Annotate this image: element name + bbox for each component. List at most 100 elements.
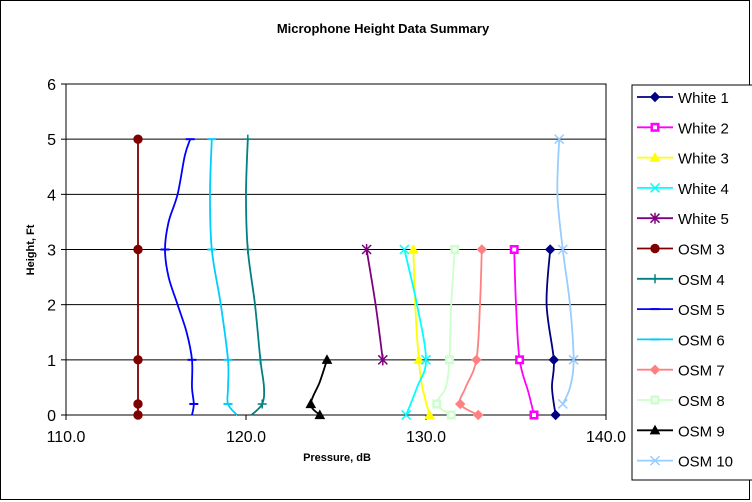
data-point-osm-8-inner: [434, 401, 439, 406]
legend-marker: [649, 91, 661, 103]
data-point-osm-9: [321, 354, 333, 364]
legend-entry-white-1: White 1: [637, 90, 729, 107]
data-point-osm-9: [314, 409, 326, 420]
series-osm-4: [243, 134, 267, 416]
data-point-osm-8-inner: [449, 413, 454, 417]
legend-marker: [649, 455, 661, 466]
legend-label: White 4: [678, 181, 729, 198]
series-white-3: [408, 243, 435, 420]
series-line-osm-6: [209, 139, 238, 416]
gridlines: [66, 138, 606, 361]
legend-marker: [650, 274, 660, 284]
legend-entry-white-3: White 3: [637, 151, 729, 168]
legend-entry-osm-4: OSM 4: [637, 272, 725, 289]
legend-entry-white-2: White 2: [637, 120, 729, 137]
x-tick-label: 140.0: [586, 429, 626, 446]
legend-entry-osm-3: OSM 3: [637, 242, 725, 259]
data-point-osm-7: [454, 398, 466, 410]
legend-box: [631, 84, 752, 481]
series-osm-3: [133, 134, 143, 420]
legend-label: OSM 7: [678, 363, 725, 380]
legend-marker: [649, 364, 661, 375]
legend-entry-osm-8: OSM 8: [637, 393, 725, 410]
data-point-white-2-inner: [532, 413, 536, 417]
data-point-osm-10: [554, 134, 565, 145]
y-tick-label: 1: [47, 353, 56, 370]
data-point-osm-4: [255, 355, 265, 365]
data-point-osm-4: [243, 245, 253, 254]
data-point-white-3: [424, 409, 435, 420]
legend-marker: [649, 182, 661, 193]
series-white-4: [399, 244, 432, 421]
data-point-osm-10: [557, 244, 568, 255]
data-point-osm-3: [133, 355, 143, 365]
data-point-white-2-inner: [512, 247, 517, 252]
legend-label: OSM 3: [678, 242, 725, 259]
series-osm-7: [454, 244, 488, 421]
data-point-osm-7: [476, 244, 488, 255]
y-tick-label: 3: [47, 243, 56, 260]
legend-entry-osm-5: OSM 5: [637, 302, 725, 319]
series-osm-5: [160, 138, 199, 416]
data-point-osm-8-inner: [452, 247, 457, 252]
series-osm-9: [305, 354, 333, 420]
x-tick-label: 120.0: [226, 429, 266, 446]
data-point-osm-9: [305, 398, 317, 409]
legend-label: White 2: [678, 120, 729, 137]
data-point-osm-8-inner: [447, 357, 452, 362]
legend-label: White 1: [678, 90, 729, 107]
x-axis-ticks: 110.0 120.0 130.0 140.0: [47, 415, 626, 446]
data-point-osm-7: [472, 409, 484, 421]
series-osm-8: [432, 245, 460, 420]
legend-entry-osm-10: OSM 10: [637, 454, 733, 471]
data-point-osm-4: [243, 134, 253, 144]
data-point-osm-4: [257, 399, 267, 409]
data-point-white-4: [401, 409, 412, 421]
series-osm-6: [207, 138, 238, 416]
y-tick-label: 6: [47, 77, 56, 94]
x-tick-label: 130.0: [406, 429, 446, 446]
data-point-osm-3: [133, 399, 143, 409]
y-axis-title: Height, Ft: [25, 224, 37, 275]
series-white-5: [361, 244, 388, 366]
data-point-white-3: [413, 354, 425, 364]
data-point-white-1: [550, 409, 561, 421]
legend-label: OSM 4: [678, 272, 725, 289]
x-axis-title: Pressure, dB: [303, 452, 371, 464]
data-point-white-1: [548, 354, 560, 366]
legend-marker-inner: [653, 125, 657, 130]
data-point-white-4: [420, 354, 432, 365]
data-point-white-1: [544, 244, 556, 255]
y-tick-label: 0: [47, 408, 56, 425]
y-tick-label: 4: [47, 187, 56, 204]
legend-marker: [649, 152, 661, 162]
data-point-osm-7: [471, 354, 482, 366]
data-point-osm-3: [133, 410, 143, 420]
y-tick-label: 5: [47, 132, 56, 149]
data-point-osm-10: [568, 354, 579, 365]
data-point-white-5: [361, 244, 372, 255]
data-point-white-3: [408, 243, 419, 254]
data-point-osm-3: [133, 244, 143, 255]
series-line-osm-10: [556, 139, 575, 405]
data-point-white-5: [377, 354, 388, 366]
series-white-1: [544, 244, 561, 421]
series-layer: [133, 134, 579, 421]
legend: White 1 White 2 White 3 White 4 White 5 OSM 3…: [637, 90, 733, 471]
legend-label: OSM 9: [678, 423, 725, 440]
legend-label: OSM 5: [678, 302, 725, 319]
legend-entry-white-5: White 5: [637, 211, 729, 228]
legend-marker: [649, 424, 661, 435]
y-tick-label: 2: [47, 298, 56, 315]
series-line-osm-9: [309, 359, 328, 416]
data-point-white-2-inner: [517, 357, 522, 362]
legend-label: OSM 6: [678, 332, 725, 349]
series-white-2: [509, 245, 539, 420]
legend-marker: [650, 243, 660, 254]
legend-label: White 5: [678, 211, 729, 228]
series-osm-10: [554, 134, 579, 409]
legend-label: OSM 10: [678, 454, 733, 471]
legend-label: White 3: [678, 151, 729, 168]
legend-entry-osm-7: OSM 7: [637, 363, 725, 380]
